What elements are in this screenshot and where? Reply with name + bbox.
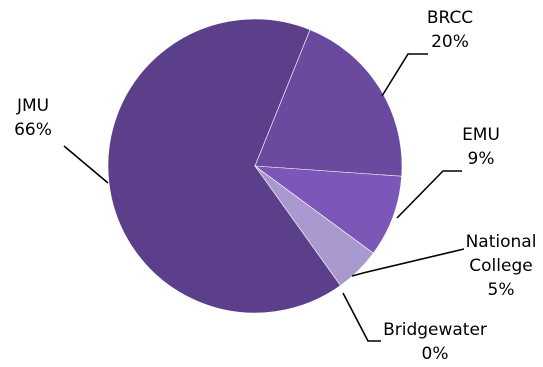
label-brcc: BRCC 20% bbox=[427, 8, 473, 52]
label-national-college: National College 5% bbox=[466, 232, 537, 300]
slice-jmu bbox=[107, 18, 341, 314]
leader-national-college bbox=[351, 248, 465, 277]
leader-jmu bbox=[63, 145, 109, 184]
slice-brcc bbox=[254, 29, 403, 177]
slice-labels: JMU 66% BRCC 20% EMU 9% National College 5% Bridg… bbox=[14, 8, 536, 364]
label-bridgewater: Bridgewater 0% bbox=[383, 320, 487, 364]
label-emu: EMU 9% bbox=[462, 125, 500, 169]
slice-emu bbox=[253, 165, 402, 254]
leader-emu bbox=[396, 170, 462, 219]
leader-lines bbox=[63, 53, 465, 342]
leader-brcc bbox=[381, 53, 428, 97]
pie-slices bbox=[107, 18, 403, 314]
slice-national-college bbox=[254, 165, 374, 286]
leader-bridgewater bbox=[342, 292, 381, 342]
label-jmu: JMU 66% bbox=[14, 96, 52, 140]
